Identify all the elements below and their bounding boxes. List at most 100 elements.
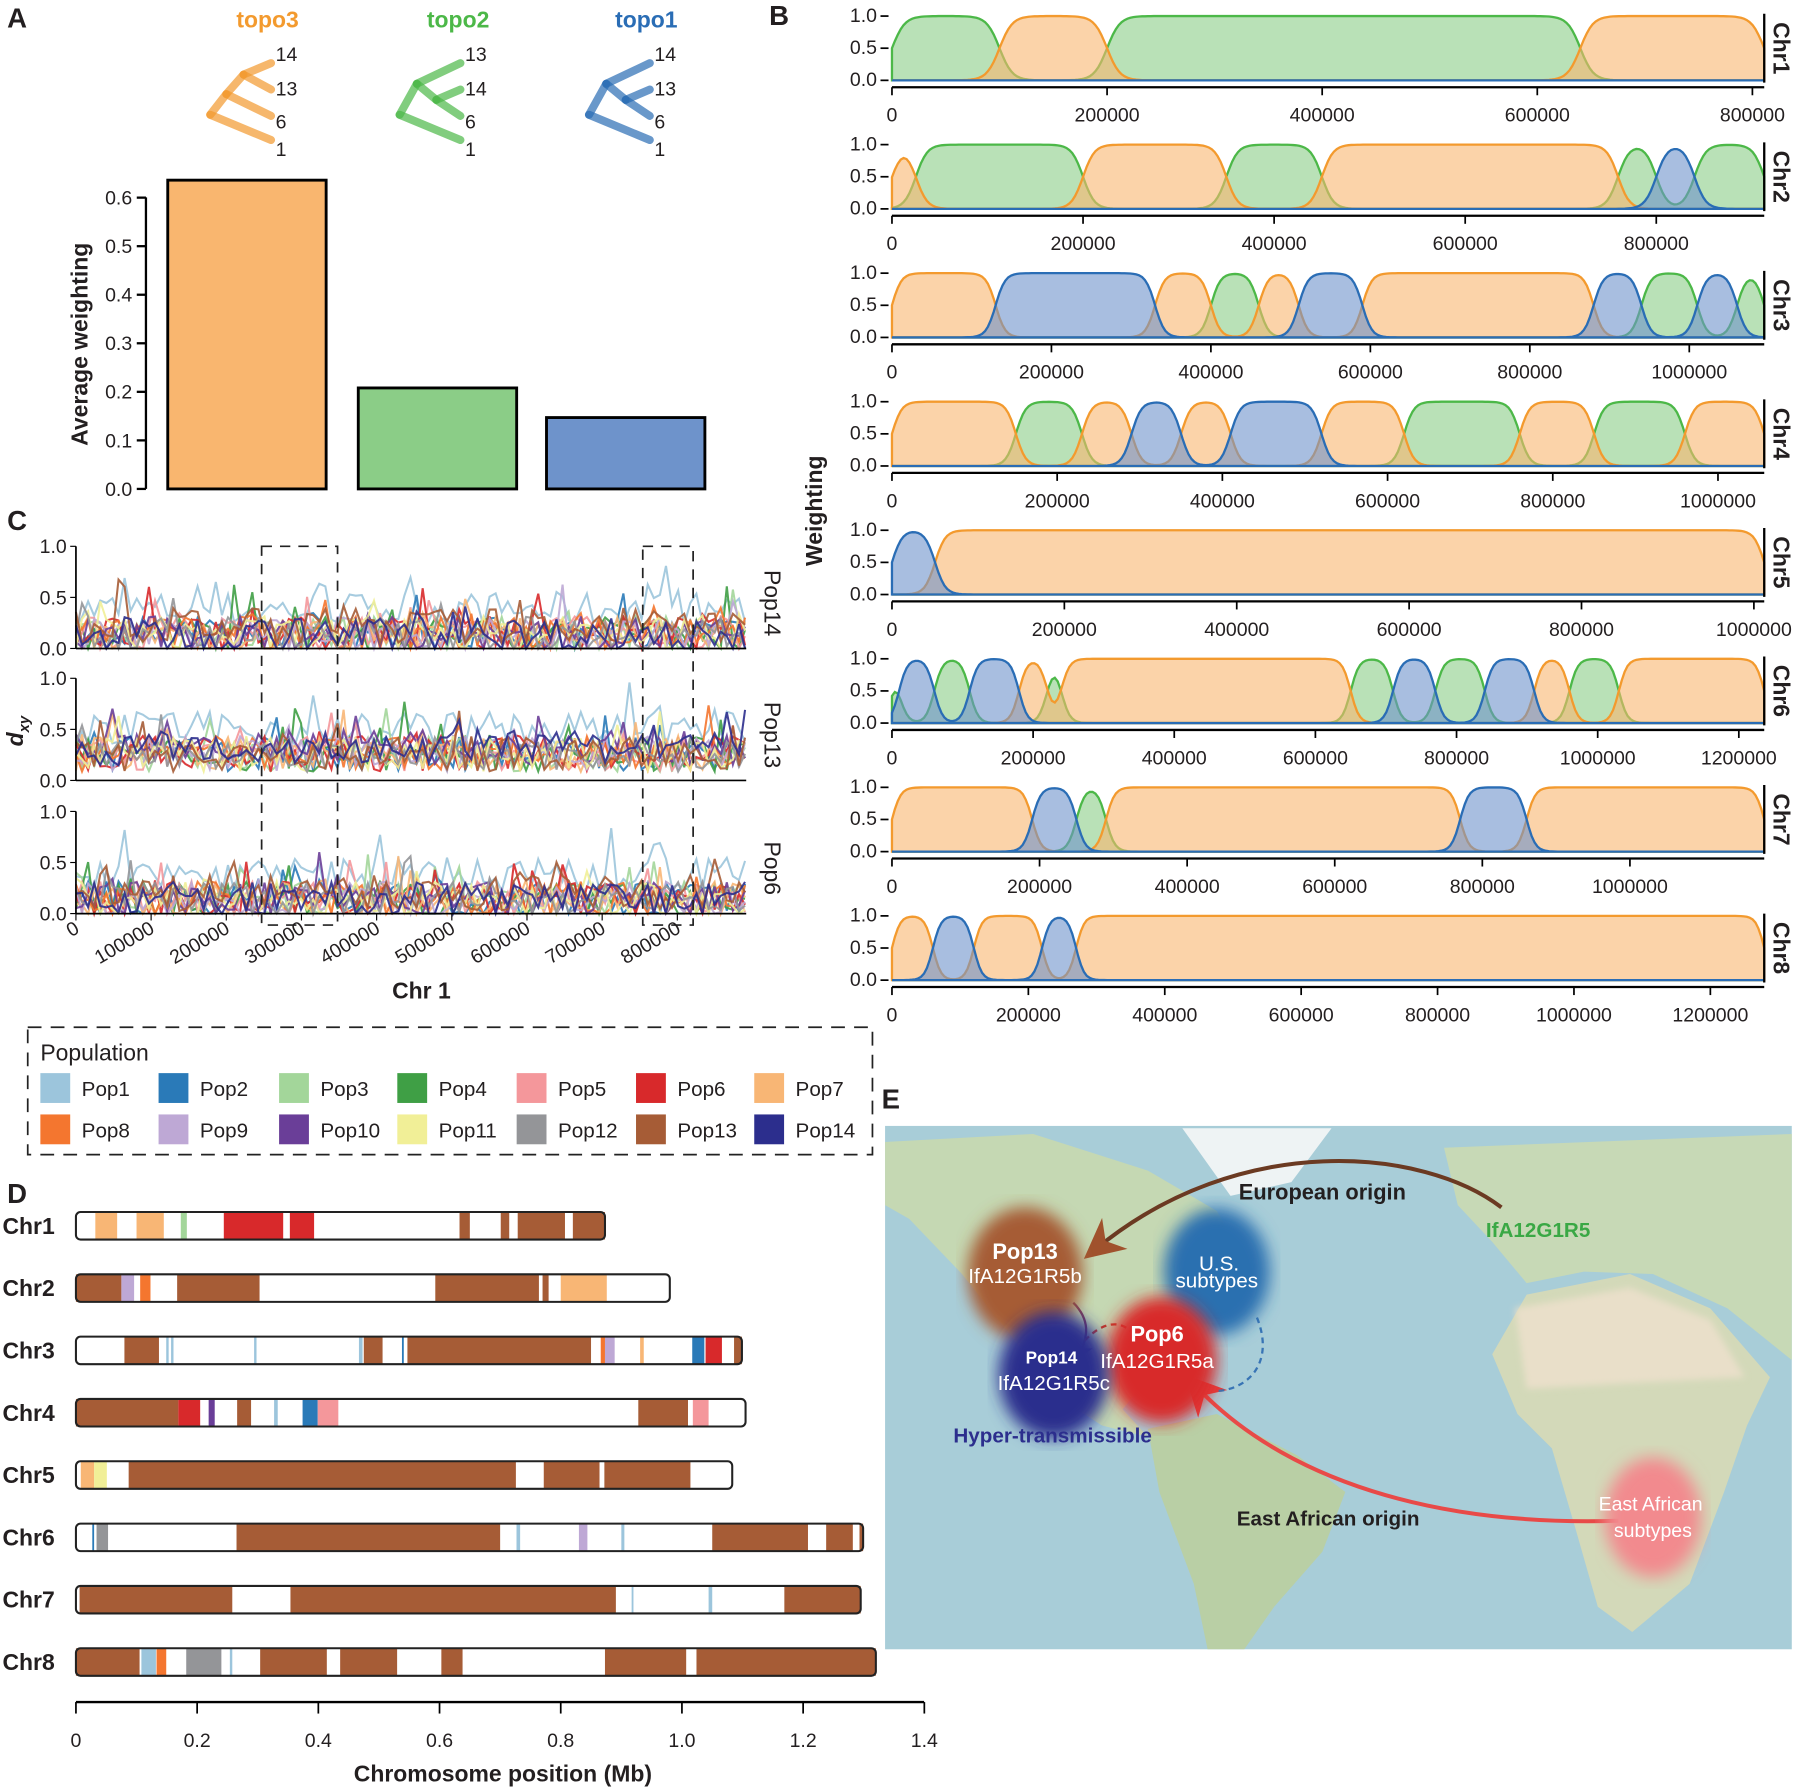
x-tick-label: 400000 [1178,362,1243,384]
x-tick-label: 400000 [1155,876,1220,898]
legend-label: Pop9 [200,1119,248,1142]
chromosome-label: Chr3 [2,1337,54,1363]
bar-topo3 [166,178,328,491]
dxy-subplot-pop14: 0.0 0.5 1.0 Pop14 [40,536,786,660]
legend-swatch [158,1114,189,1145]
y-tick-label: 1.0 [40,668,67,690]
x-tick-label: 1000000 [1592,876,1668,898]
east-african-origin-label: East African origin [1237,1507,1420,1530]
y-axis-label: Average weighting [66,243,92,446]
y-tick-label: 0.4 [105,285,132,307]
legend-item-pop6: Pop6 [636,1073,726,1103]
population-legend: Population Pop1 Pop2 Pop3 Pop4 Pop5 Pop6 Pop7 Po… [26,1026,874,1156]
y-tick-label: 0.0 [850,69,877,91]
y-tick-label: 0.0 [40,770,67,792]
block-pop13 [604,1461,691,1489]
block-pop13 [696,1648,876,1676]
y-tick-label: 0.5 [105,236,132,258]
dxy-line-pop13 [74,577,746,647]
x-tick-label: 0 [887,490,898,512]
east-african-subtypes-label-2: subtypes [1614,1520,1692,1542]
block-pop13 [572,1211,605,1240]
tree-leaf-label: 14 [276,44,298,66]
area-topo1 [891,147,1765,211]
tree-branch [584,110,654,145]
block-pop13 [638,1398,688,1427]
y-tick-label: 0.5 [850,423,877,445]
highlight-region-box [641,545,694,926]
x-tick-label: 600000 [1283,747,1348,769]
y-tick-label: 0.5 [40,587,67,609]
block-pop8 [600,1336,605,1365]
legend-swatch [754,1114,785,1145]
y-tick-label: 0.1 [105,430,132,452]
block-pop1 [171,1336,174,1365]
block-pop7 [80,1461,95,1489]
block-pop1 [631,1585,634,1614]
weighting-chr4: 1.0 0.5 0.0 0 200000 400000 600000 800000 100000… [850,390,1794,512]
block-pop8 [156,1648,167,1676]
area-topo1 [891,786,1765,853]
x-tick-label: 0 [887,105,898,127]
legend-swatch [636,1114,666,1145]
y-tick-label: 0.0 [850,326,877,348]
legend-swatch [40,1073,71,1103]
pop14-subtype-label: IfA12G1R5c [998,1372,1110,1395]
y-tick-label: 1.0 [850,648,877,670]
block-pop13 [75,1648,140,1676]
tree-branch [602,79,630,104]
block-pop9 [604,1336,615,1365]
legend-swatch [158,1073,189,1103]
x-tick-label: 600000 [1355,490,1420,512]
y-tick-label: 0.0 [850,455,877,477]
x-tick-label: 800000 [1624,233,1689,255]
y-tick-label: 0.0 [40,903,67,925]
x-tick-label: 600000 [1433,233,1498,255]
tree-branch [222,70,248,99]
x-tick-label: 700000 [542,917,609,969]
x-tick-label: 200000 [166,917,233,969]
block-pop13 [784,1585,861,1614]
legend-item-pop1: Pop1 [40,1073,130,1103]
block-pop13 [734,1336,742,1365]
european-origin-label: European origin [1239,1179,1406,1204]
painted-chr2: Chr2 [2,1273,671,1303]
area-topo3 [890,914,1766,982]
block-pop6 [705,1336,722,1365]
x-tick-label: 600000 [1302,876,1367,898]
block-pop13 [407,1336,592,1365]
weighting-chr1: 1.0 0.5 0.0 0 200000 400000 600000 800000 Chr1 [850,5,1794,127]
european-origin-arrow [1083,1159,1503,1259]
y-tick-label: 0.0 [850,198,877,220]
block-pop13 [340,1648,398,1676]
block-pop1 [166,1336,169,1365]
legend-label: Pop2 [200,1078,248,1101]
tree-branch [602,59,654,88]
chromosome-label: Chr6 [2,1524,54,1550]
chromosome-label: Chr1 [2,1213,55,1239]
block-pop10 [208,1398,215,1427]
block-pop13 [712,1523,808,1552]
x-axis-label: Chromosome position (Mb) [354,1760,652,1786]
block-pop1 [358,1336,363,1365]
sahara [1515,1287,1745,1389]
dxy-subplot-pop13: 0.0 0.5 1.0 Pop13 [40,668,786,792]
block-pop13 [128,1461,516,1489]
x-tick-label: 800000 [1405,1004,1470,1026]
y-tick-label: 0.3 [105,333,132,355]
x-tick-label: 0.2 [184,1730,211,1752]
block-pop9 [578,1523,588,1552]
x-tick-label: 800000 [1497,362,1562,384]
y-tick-label: 1.0 [40,536,67,558]
x-tick-label: 1.2 [790,1730,817,1752]
painted-chr3: Chr3 [2,1335,743,1366]
x-tick-label: 600000 [1505,105,1570,127]
tree-leaf-label: 14 [654,44,676,66]
us-subtypes-label-1: U.S. [1199,1253,1239,1276]
y-tick-label: 0.2 [105,382,132,404]
legend-swatch [516,1073,547,1103]
x-tick-label: 0 [887,233,898,255]
block-pop13 [500,1211,510,1240]
topology-label-topo3: topo3 [236,7,298,33]
panel-label-b: B [769,0,789,31]
